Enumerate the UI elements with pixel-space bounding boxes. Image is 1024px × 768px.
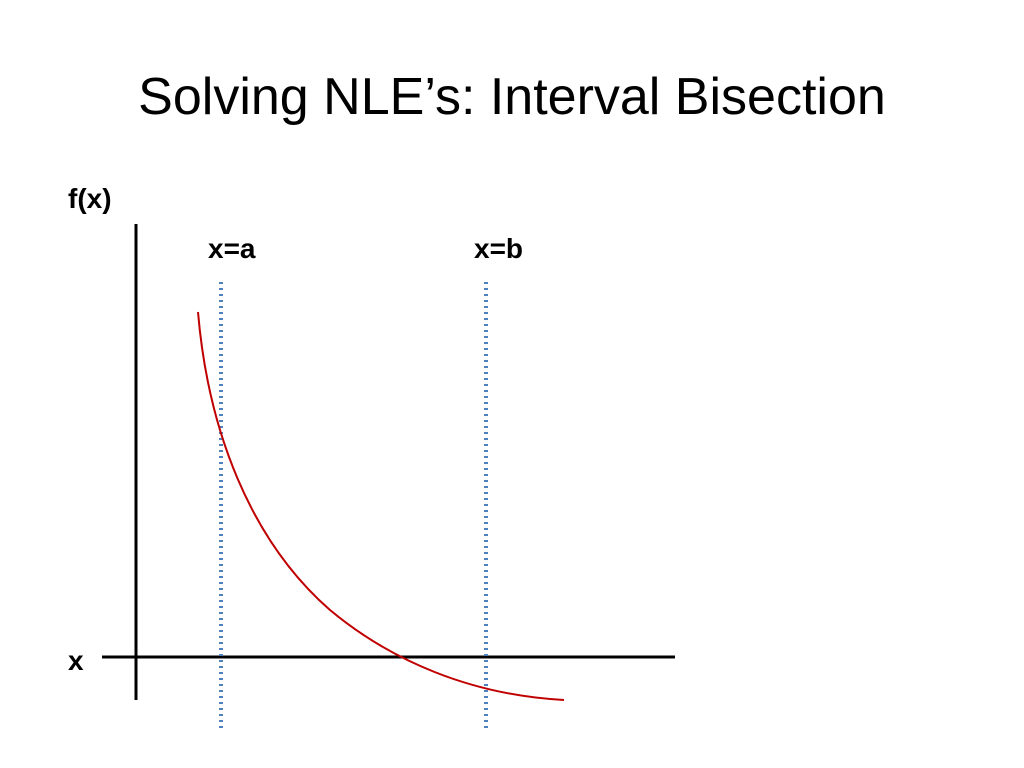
y-axis-label: f(x) <box>68 183 112 214</box>
x-axis-label: x <box>68 645 84 676</box>
bound-label-a: x=a <box>208 233 256 264</box>
slide-title: Solving NLE’s: Interval Bisection <box>138 68 886 126</box>
function-curve <box>197 311 565 701</box>
bound-label-b: x=b <box>474 233 524 264</box>
